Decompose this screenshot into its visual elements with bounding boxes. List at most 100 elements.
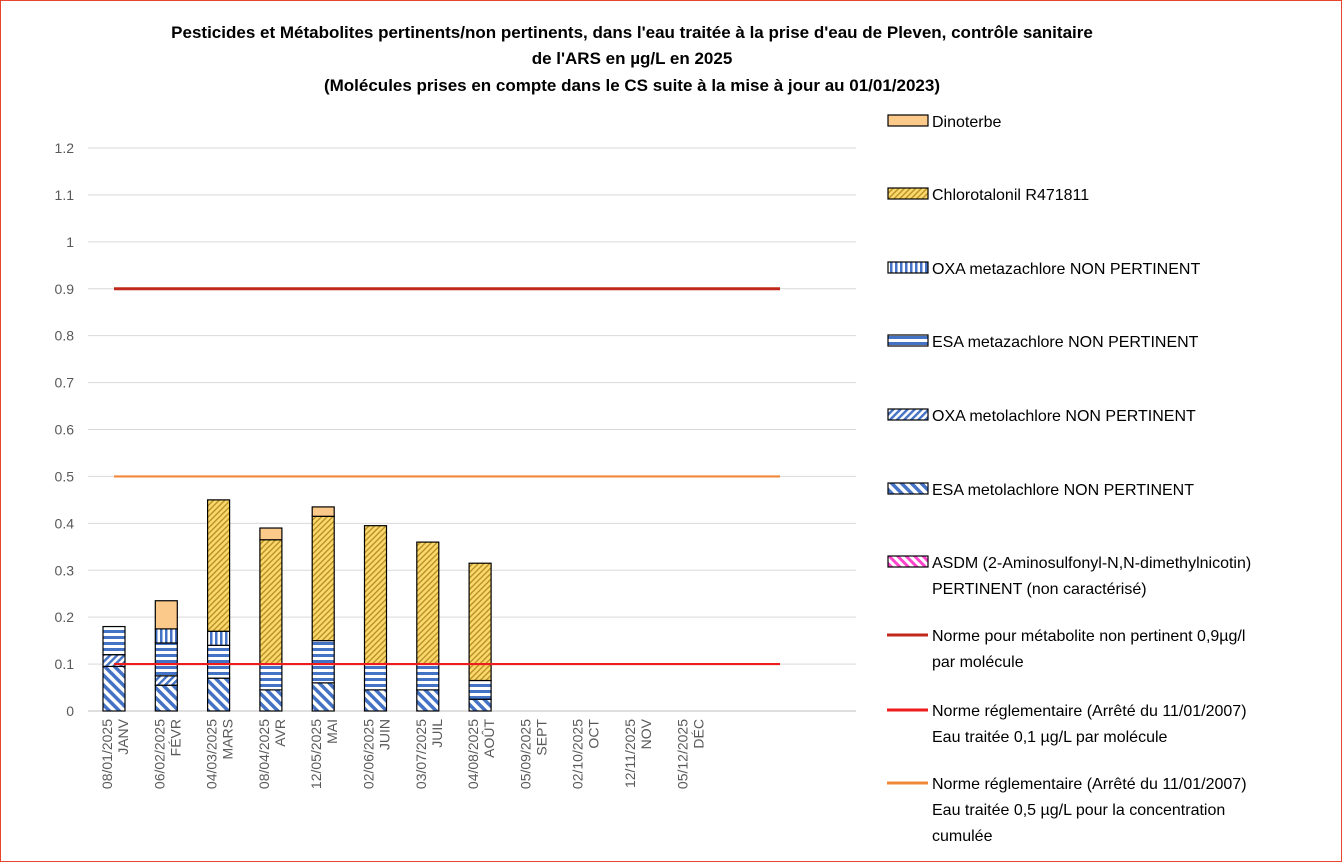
legend-entry: Norme réglementaire (Arrêté du 11/01/200… xyxy=(887,776,1247,845)
y-tick-label: 0.8 xyxy=(55,328,75,344)
x-tick-date: 03/07/2025 xyxy=(413,719,429,789)
legend-label: Norme réglementaire (Arrêté du 11/01/200… xyxy=(932,776,1247,793)
x-tick-month: DÉC xyxy=(690,719,706,749)
legend-label: OXA metazachlore NON PERTINENT xyxy=(932,261,1200,278)
norm-lines xyxy=(114,287,780,666)
y-tick-label: 0.3 xyxy=(55,562,75,578)
x-tick-month: MAI xyxy=(324,719,340,744)
x-tick-month: NOV xyxy=(638,718,654,749)
x-axis-ticks: 08/01/2025 JANV 06/02/2025 FÉVR 04/03/2025 MA… xyxy=(99,718,706,789)
bar-segment xyxy=(154,642,178,677)
legend-label: Norme réglementaire (Arrêté du 11/01/200… xyxy=(932,703,1247,720)
bar-segment xyxy=(259,527,283,541)
bar-segment xyxy=(259,539,283,665)
bar-segment xyxy=(154,684,178,712)
legend-entry: ASDM (2-Aminosulfonyl-N,N-dimethylnicoti… xyxy=(887,555,1251,598)
x-tick: 12/11/2025 NOV xyxy=(622,718,654,788)
y-tick-label: 0.6 xyxy=(55,422,75,438)
legend-label: ESA metazachlore NON PERTINENT xyxy=(932,334,1199,351)
x-tick-date: 06/02/2025 xyxy=(151,719,167,789)
legend-label: ESA metolachlore NON PERTINENT xyxy=(932,482,1194,499)
x-tick-date: 05/12/2025 xyxy=(674,719,690,789)
y-tick-label: 0.1 xyxy=(55,656,75,672)
legend-entry: ESA metazachlore NON PERTINENT xyxy=(887,334,1199,351)
x-tick-date: 02/10/2025 xyxy=(570,719,586,789)
bar-segment xyxy=(363,689,388,712)
y-tick-label: 0 xyxy=(66,703,74,719)
legend-entry: Dinoterbe xyxy=(887,114,1001,131)
legend-entry: Norme réglementaire (Arrêté du 11/01/200… xyxy=(887,703,1247,746)
x-tick: 04/08/2025 AOÛT xyxy=(465,719,497,790)
x-tick-date: 08/01/2025 xyxy=(99,719,115,789)
x-tick-month: AOÛT xyxy=(481,719,497,758)
bar-segment xyxy=(154,628,178,644)
x-tick-date: 12/11/2025 xyxy=(622,719,638,788)
x-tick-month: SEPT xyxy=(533,719,549,756)
chart-title-line-1: Pesticides et Métabolites pertinents/non… xyxy=(171,23,1093,42)
bar-segment xyxy=(468,698,492,712)
y-tick-label: 0.7 xyxy=(55,375,75,391)
y-tick-label: 1 xyxy=(66,234,74,250)
x-tick: 05/09/2025 SEPT xyxy=(517,719,549,790)
y-tick-label: 0.4 xyxy=(55,515,75,531)
legend-label: ASDM (2-Aminosulfonyl-N,N-dimethylnicoti… xyxy=(932,555,1251,572)
legend-entry: Norme pour métabolite non pertinent 0,9µ… xyxy=(887,628,1245,671)
y-tick-label: 0.5 xyxy=(55,468,75,484)
bar-segment xyxy=(259,663,283,691)
x-tick-month: MARS xyxy=(220,719,236,759)
x-tick-month: AVR xyxy=(272,719,288,747)
y-tick-label: 1.1 xyxy=(55,187,75,203)
bar-segment xyxy=(154,675,178,686)
legend-swatch xyxy=(887,261,929,274)
legend: Dinoterbe Chlorotalonil R471811 OXA metaza… xyxy=(887,114,1251,845)
bar-segment xyxy=(468,562,492,682)
bar-segment xyxy=(311,515,335,642)
bar-segment xyxy=(154,600,178,630)
legend-swatch xyxy=(887,187,929,200)
bar-segment xyxy=(416,663,440,691)
x-tick-month: FÉVR xyxy=(167,719,183,756)
legend-label: par molécule xyxy=(932,654,1024,671)
legend-entry: Chlorotalonil R471811 xyxy=(887,187,1089,204)
x-tick-date: 02/06/2025 xyxy=(361,719,377,789)
legend-label: Dinoterbe xyxy=(932,114,1001,131)
legend-label: Norme pour métabolite non pertinent 0,9µ… xyxy=(932,628,1245,645)
x-tick: 06/02/2025 FÉVR xyxy=(151,719,183,789)
bar-segment xyxy=(311,640,335,684)
bar-segment xyxy=(468,679,492,700)
bar-segment xyxy=(416,689,440,712)
bar-segment xyxy=(207,630,231,646)
bar-segment xyxy=(102,625,126,656)
x-tick-date: 04/03/2025 xyxy=(204,719,220,789)
x-tick-date: 12/05/2025 xyxy=(308,719,324,789)
legend-swatch xyxy=(887,555,929,568)
legend-label: PERTINENT (non caractérisé) xyxy=(932,581,1147,598)
legend-label: Eau traitée 0,1 µg/L par molécule xyxy=(932,729,1168,746)
x-tick-date: 04/08/2025 xyxy=(465,719,481,789)
bar-segment xyxy=(363,525,388,665)
legend-swatch xyxy=(887,482,929,495)
bar-segment xyxy=(363,663,388,691)
x-tick: 03/07/2025 JUIL xyxy=(413,719,445,789)
chart-title-line-3: (Molécules prises en compte dans le CS s… xyxy=(324,76,940,95)
legend-swatch xyxy=(887,408,929,421)
x-tick: 08/04/2025 AVR xyxy=(256,719,288,789)
legend-label: cumulée xyxy=(932,828,993,845)
bar-segment xyxy=(311,682,335,712)
x-tick-month: JANV xyxy=(115,718,131,754)
bar-segment xyxy=(311,506,335,517)
x-tick-date: 08/04/2025 xyxy=(256,719,272,789)
y-tick-label: 0.2 xyxy=(55,609,75,625)
x-tick: 05/12/2025 DÉC xyxy=(674,719,706,789)
x-tick: 02/10/2025 OCT xyxy=(570,719,602,790)
bar-segment xyxy=(102,665,126,712)
bar-segment xyxy=(416,541,440,665)
bars xyxy=(102,499,492,712)
legend-label: Chlorotalonil R471811 xyxy=(932,187,1089,204)
legend-entry: OXA metolachlore NON PERTINENT xyxy=(887,408,1196,425)
legend-entry: OXA metazachlore NON PERTINENT xyxy=(887,261,1200,278)
bar-segment xyxy=(207,499,231,632)
bar-segment xyxy=(207,677,231,712)
